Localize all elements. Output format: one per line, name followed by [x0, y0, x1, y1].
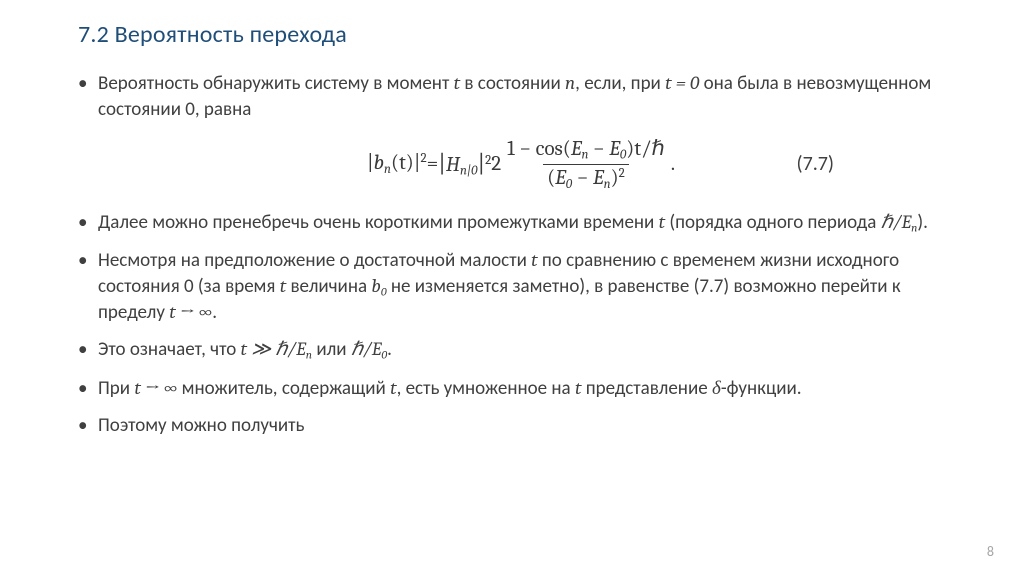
math-hbar-En: ℏ/En	[881, 211, 918, 233]
eq-H: |Hn|0|2	[438, 150, 491, 179]
text: представление	[581, 377, 712, 400]
bullet-list: Вероятность обнаружить систему в момент …	[78, 71, 964, 122]
math-t-inf: t → ∞	[134, 377, 177, 399]
E: E	[555, 166, 566, 190]
b: b	[374, 151, 384, 175]
t: 1 − cos(	[507, 137, 571, 161]
text: , если, при	[575, 72, 665, 95]
text: величина	[286, 275, 371, 298]
sub: n	[604, 177, 611, 192]
sq: 2	[619, 166, 625, 181]
p: (	[547, 166, 555, 190]
t: )t/ℏ	[626, 137, 664, 161]
text: .	[387, 338, 392, 361]
bullet-5: При t → ∞ множитель, содержащий t, есть …	[78, 376, 964, 402]
minus: −	[588, 137, 609, 161]
fraction: 1 − cos(En − E0)t/ℏ (E0 − En)2	[503, 136, 669, 191]
text: множитель, содержащий	[177, 377, 390, 400]
text: Далее можно пренебречь очень короткими п…	[98, 211, 659, 234]
H: H	[446, 153, 460, 177]
numerator: 1 − cos(En − E0)t/ℏ	[503, 136, 669, 164]
b: b	[371, 275, 380, 297]
text: -функции.	[721, 377, 802, 400]
E: E	[593, 166, 604, 190]
bar: |	[438, 150, 446, 178]
p: )	[611, 166, 619, 190]
math-delta: δ	[712, 377, 721, 399]
bullet-6: Поэтому можно получить	[78, 413, 964, 439]
eq-lhs: |bn(t)|2	[367, 151, 427, 177]
sub-n0: n|0	[460, 163, 477, 178]
sub-n: n	[384, 162, 391, 177]
bullet-4: Это означает, что t ≫ ℏ/En или ℏ/E0.	[78, 337, 964, 363]
bullet-1: Вероятность обнаружить систему в момент …	[78, 71, 964, 122]
text: Несмотря на предположение о достаточной …	[98, 249, 531, 272]
bar: |	[367, 151, 374, 175]
math-b0: b0	[371, 275, 386, 297]
math-hbar-E0: ℏ/E0	[351, 338, 387, 360]
t: t ≫ ℏ/E	[241, 338, 306, 360]
page-number: 8	[987, 543, 994, 560]
bullet-3: Несмотря на предположение о достаточной …	[78, 248, 964, 325]
denominator: (E0 − En)2	[543, 164, 629, 192]
math-t-inf: t → ∞	[169, 301, 212, 323]
text: Это означает, что	[98, 338, 241, 361]
bullet-2: Далее можно пренебречь очень короткими п…	[78, 210, 964, 236]
text: При	[98, 377, 134, 400]
math-t-eq-0: t = 0	[665, 72, 699, 94]
math-n: n	[565, 72, 575, 94]
slide: 7.2 Вероятность перехода Вероятность обн…	[0, 0, 1024, 574]
text: Вероятность обнаружить систему в момент	[98, 72, 454, 95]
text: , есть умноженное на	[397, 377, 575, 400]
t: ℏ/E	[881, 211, 912, 233]
E: E	[609, 137, 620, 161]
text: Поэтому можно получить	[98, 414, 304, 437]
minus: −	[572, 166, 593, 190]
equation-number: (7.7)	[797, 152, 834, 176]
bullet-list-2: Далее можно пренебречь очень короткими п…	[78, 210, 964, 439]
two: 2	[491, 152, 501, 176]
equals: =	[427, 152, 439, 176]
E: E	[571, 137, 582, 161]
math-gg-En: t ≫ ℏ/En	[241, 338, 313, 360]
arg-t: (t)	[391, 151, 414, 175]
t: ℏ/E	[351, 338, 382, 360]
text: в состоянии	[460, 72, 565, 95]
bar: |	[477, 150, 485, 178]
text: или	[312, 338, 351, 361]
section-title: 7.2 Вероятность перехода	[78, 20, 964, 49]
text: .	[212, 301, 217, 324]
equation-7-7: |bn(t)|2 = |Hn|0|2 2 1 − cos(En − E0)t/ℏ…	[78, 136, 964, 191]
text: ).	[917, 211, 928, 234]
dot: .	[671, 152, 675, 176]
text: (порядка одного периода	[665, 211, 881, 234]
